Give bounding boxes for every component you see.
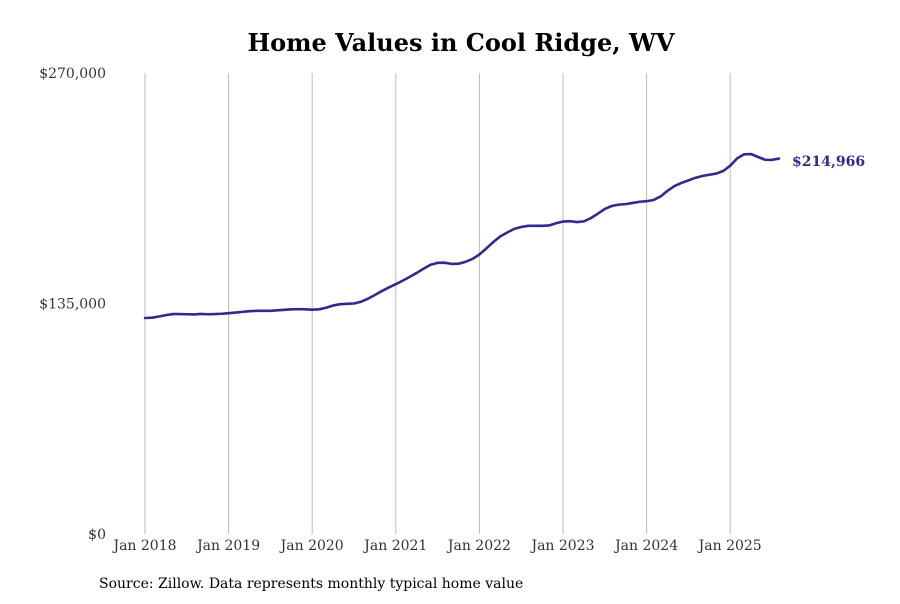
last-value-label: $214,966 xyxy=(792,154,865,170)
x-tick-label: Jan 2022 xyxy=(446,538,511,554)
y-tick-label: $0 xyxy=(88,527,106,543)
chart-title: Home Values in Cool Ridge, WV xyxy=(247,28,674,57)
y-tick-label: $135,000 xyxy=(39,297,106,313)
y-axis-tick-labels: $0 $135,000 $270,000 xyxy=(39,66,106,543)
x-tick-label: Jan 2020 xyxy=(279,538,344,554)
series-line xyxy=(143,152,781,320)
x-tick-label: Jan 2023 xyxy=(529,538,594,554)
x-tick-label: Jan 2024 xyxy=(613,538,678,554)
x-tick-label: Jan 2025 xyxy=(697,538,762,554)
x-tick-label: Jan 2019 xyxy=(195,538,260,554)
x-tick-label: Jan 2021 xyxy=(362,538,427,554)
x-axis-tick-labels: Jan 2018 Jan 2019 Jan 2020 Jan 2021 Jan 2022… xyxy=(111,538,761,554)
vertical-gridlines xyxy=(144,73,731,534)
x-tick-label: Jan 2018 xyxy=(111,538,176,554)
source-note: Source: Zillow. Data represents monthly … xyxy=(99,576,523,592)
y-tick-label: $270,000 xyxy=(39,66,106,82)
